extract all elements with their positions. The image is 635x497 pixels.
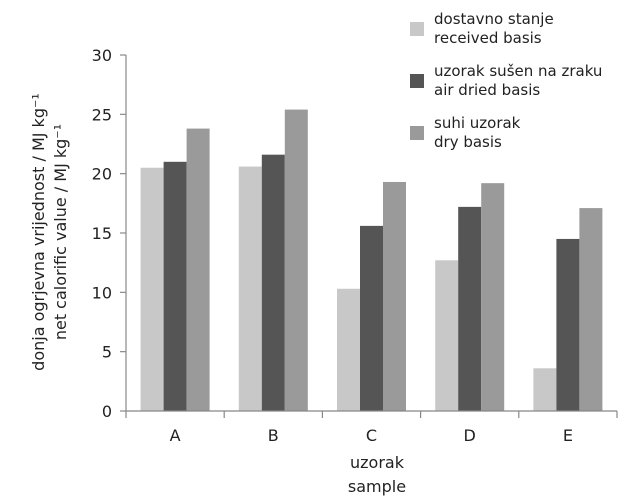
y-axis: 0 5 10 15 20 25 30 [92,46,127,421]
plot-area [140,109,603,411]
x-axis-title-line-1: uzorak [350,453,405,472]
x-tick-label: A [170,426,181,445]
y-tick-label: 25 [92,105,112,124]
legend-label: received basis [434,29,542,47]
legend-label: uzorak sušen na zraku [434,62,602,80]
y-axis-title-line-1: donja ogrjevna vrijednost / MJ kg⁻¹ [29,93,48,371]
y-tick-label: 0 [102,402,112,421]
x-axis: A B C D E [125,410,618,445]
bar [533,368,557,411]
bar [238,166,262,411]
bar [163,161,187,411]
legend-swatch [410,126,424,140]
x-tick-label: C [366,426,377,445]
y-tick-label: 10 [92,283,112,302]
y-tick-label: 5 [102,343,112,362]
y-tick-label: 30 [92,46,112,65]
legend-swatch [410,22,424,36]
bar [481,183,505,411]
legend-label: suhi uzorak [434,114,521,132]
bar [360,225,383,411]
bar [261,154,285,411]
bar [383,181,406,411]
legend-label: air dried basis [434,81,540,99]
x-axis-title-line-2: sample [348,477,406,496]
bar [435,260,459,411]
y-tick-label: 20 [92,165,112,184]
bar [337,288,360,411]
bar [579,208,603,411]
y-axis-title-line-2: net calorific value / MJ kg⁻¹ [51,124,70,340]
y-tick-label: 15 [92,224,112,243]
bar [140,167,164,411]
bar [284,109,308,411]
x-tick-label: B [268,426,279,445]
axis-titles: uzorak sample donja ogrjevna vrijednost … [29,93,406,496]
bar [458,206,482,411]
x-tick-label: E [563,426,573,445]
bar [556,238,580,411]
legend-label: dry basis [434,133,502,151]
bar [186,128,210,411]
x-tick-label: D [464,426,476,445]
legend-label: dostavno stanje [434,10,554,28]
legend-swatch [410,74,424,88]
